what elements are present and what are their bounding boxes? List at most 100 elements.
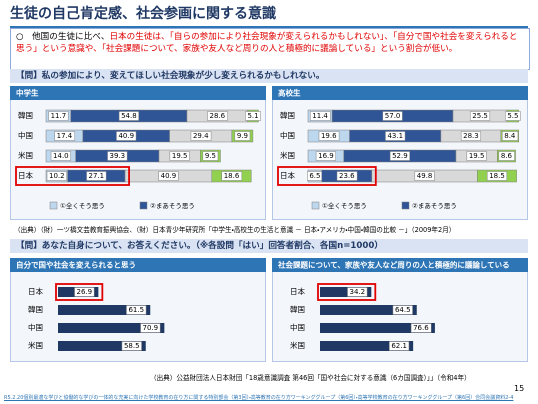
value-label: 64.5 xyxy=(395,306,411,314)
value-label: 18.5 xyxy=(489,172,505,180)
value-label: 11.7 xyxy=(51,112,67,120)
value-label: 9.9 xyxy=(237,132,248,140)
label-box xyxy=(121,341,142,351)
label-box xyxy=(169,151,190,161)
category-label: 米国 xyxy=(28,340,43,350)
value-label: 19.6 xyxy=(321,132,337,140)
value-label: 9.5 xyxy=(205,152,216,160)
value-label: 26.9 xyxy=(77,288,93,296)
value-label: 43.1 xyxy=(387,132,403,140)
label-box xyxy=(245,111,261,121)
label-box xyxy=(498,151,515,161)
legend-label: ①全くそう思う xyxy=(60,201,105,210)
label-box xyxy=(116,131,137,141)
bar xyxy=(58,323,165,333)
category-label: 米国 xyxy=(290,340,305,350)
label-box xyxy=(202,151,219,161)
value-label: 19.5 xyxy=(172,152,188,160)
category-label: 米国 xyxy=(280,150,295,160)
value-label: 52.9 xyxy=(392,152,408,160)
category-label: 中国 xyxy=(18,130,33,140)
label-box xyxy=(310,111,331,121)
panel-header xyxy=(10,86,266,100)
highlight xyxy=(55,283,104,301)
label-box xyxy=(414,171,435,181)
value-label: 16.9 xyxy=(318,152,334,160)
category-label: 日本 xyxy=(28,286,43,296)
category-label: 日本 xyxy=(280,170,295,180)
label-box xyxy=(74,287,95,297)
label-box xyxy=(318,131,340,141)
category-label: 米国 xyxy=(18,150,33,160)
value-label: 6.5 xyxy=(309,172,320,180)
value-label: 28.3 xyxy=(463,132,479,140)
label-box xyxy=(50,151,71,161)
bar xyxy=(320,305,417,315)
legend-label: ②まあそう思う xyxy=(150,202,195,210)
label-box xyxy=(221,171,243,181)
label-box xyxy=(466,151,487,161)
category-label: 日本 xyxy=(290,286,305,296)
legend-label: ②まあそう思う xyxy=(412,202,457,210)
label-box xyxy=(315,151,336,161)
value-label: 61.5 xyxy=(128,306,144,314)
category-label: 韓国 xyxy=(28,304,43,314)
value-label: 25.5 xyxy=(472,112,488,120)
label-box xyxy=(410,323,432,333)
label-box xyxy=(46,171,67,181)
value-label: 17.4 xyxy=(57,132,73,140)
value-label: 27.1 xyxy=(89,172,105,180)
bar xyxy=(320,287,372,297)
label-box xyxy=(486,171,508,181)
value-label: 19.5 xyxy=(469,152,485,160)
category-label: 中国 xyxy=(280,130,295,140)
value-label: 10.2 xyxy=(49,172,65,180)
source: （出典）公益財団法人日本財団「18歳意識調査 第46回「国や社会に対する意識（6… xyxy=(150,374,471,382)
intro-highlight: 日本の生徒は、「自らの参加により社会現象が変えられるかもしれない」、「自分で国や… xyxy=(16,32,518,54)
label-box xyxy=(502,131,519,141)
value-label: 58.5 xyxy=(124,342,140,350)
category-label: 日本 xyxy=(18,170,33,180)
label-box xyxy=(48,111,69,121)
label-box xyxy=(469,111,491,121)
bar xyxy=(58,341,146,351)
chart-title: 自分で国や社会を変えられると思う xyxy=(16,260,136,270)
label-box xyxy=(118,111,139,121)
label-box xyxy=(336,171,358,181)
value-label: 54.8 xyxy=(121,112,137,120)
label-box xyxy=(505,111,521,121)
category-label: 韓国 xyxy=(280,110,295,120)
value-label: 70.9 xyxy=(143,324,159,332)
value-label: 57.0 xyxy=(385,112,401,120)
value-label: 62.1 xyxy=(391,342,407,350)
value-label: 11.4 xyxy=(312,112,328,120)
intro-box: ○ 他国の生徒に比べ、日本の生徒は、「自らの参加により社会現象が変えられるかもし… xyxy=(10,28,530,70)
value-label: 29.4 xyxy=(193,132,209,140)
question: 【問】私の参加により、変えてほしい社会現象が少し変えられるかもしれない。 xyxy=(10,69,528,83)
value-label: 28.6 xyxy=(209,112,225,120)
value-label: 40.9 xyxy=(118,132,134,140)
intro-text: ○ 他国の生徒に比べ、 xyxy=(16,32,110,42)
category-label: 韓国 xyxy=(290,304,305,314)
label-box xyxy=(140,323,161,333)
label-box xyxy=(54,131,76,141)
value-label: 14.0 xyxy=(53,152,69,160)
label-box xyxy=(389,341,410,351)
panel-header xyxy=(10,258,266,272)
source: （出典）（財）一ツ橋文芸教育振興協会、（財）日本青少年研究所「中学生・高校生の生… xyxy=(14,226,456,234)
chart-title: 中学生 xyxy=(16,88,39,98)
bar xyxy=(58,305,151,315)
footer-link[interactable]: R5.2.20個別最適な学びと協働的な学びの一体的な充実に向けた学校教育の在り方… xyxy=(4,395,514,401)
label-box xyxy=(86,171,107,181)
highlight xyxy=(277,166,377,186)
question: 【問】あなた自身について、お答えください。（※各設問「はい」回答者割合、各国n=… xyxy=(10,239,528,253)
legend-swatch xyxy=(139,201,148,210)
value-label: 39.3 xyxy=(110,152,126,160)
label-box xyxy=(207,111,228,121)
value-label: 34.2 xyxy=(350,288,366,296)
label-box xyxy=(347,287,368,297)
